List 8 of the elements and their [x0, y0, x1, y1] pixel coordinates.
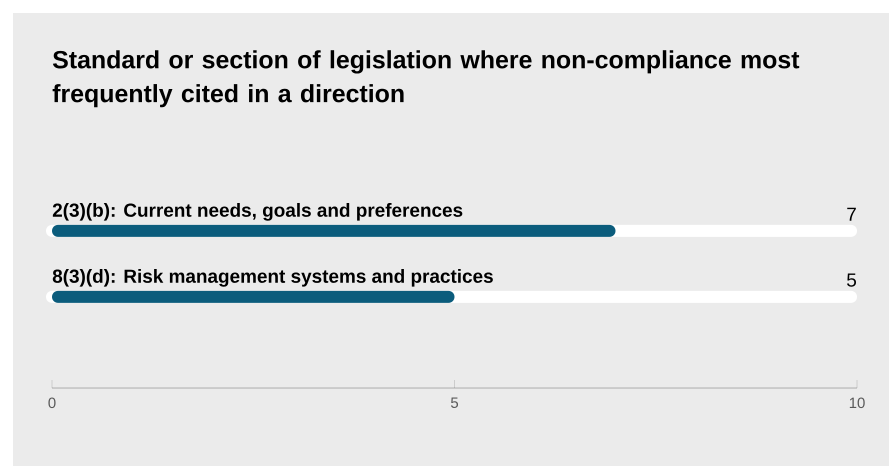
x-tick-label: 10 — [850, 398, 865, 408]
y-tick-label: 8(3)(d): Risk management systems and practices — [52, 268, 493, 287]
data-label: 5 — [847, 274, 856, 287]
chart-title: Standard or section of legislation where non-compliance most frequently cited in a direction — [52, 50, 800, 108]
x-tick-label: 0 — [48, 398, 56, 408]
data-label: 7 — [847, 208, 856, 221]
y-tick-label: 2(3)(b): Current needs, goals and preferences — [52, 202, 462, 221]
x-tick-label: 5 — [450, 398, 458, 408]
